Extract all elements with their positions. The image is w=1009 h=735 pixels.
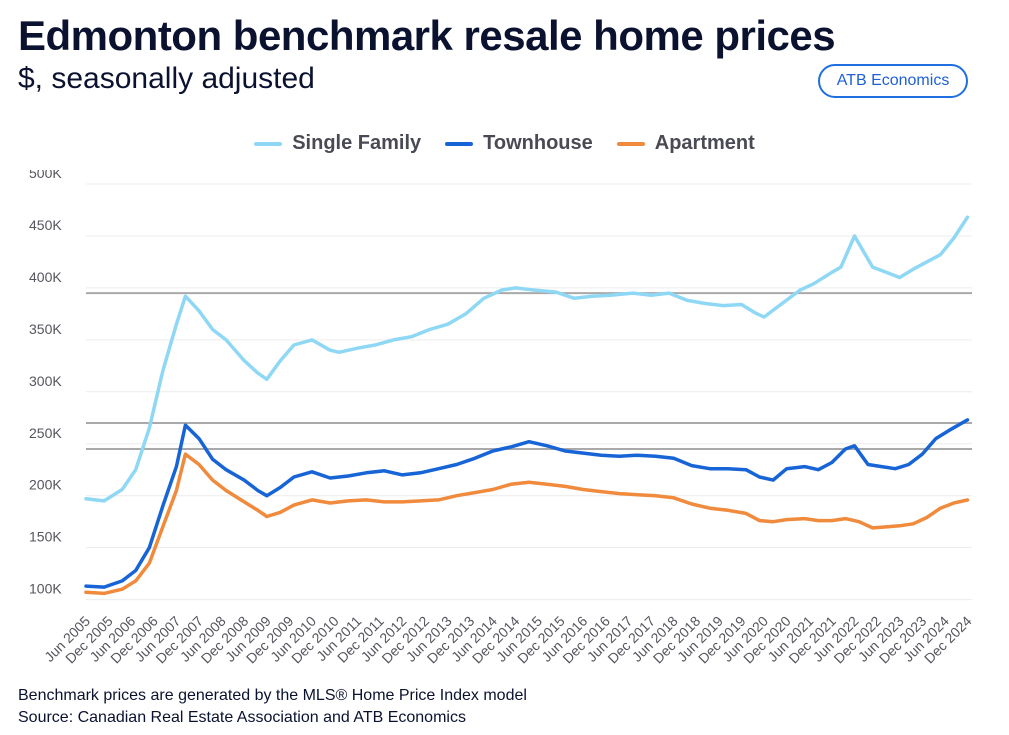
footnote-source: Source: Canadian Real Estate Association… bbox=[18, 709, 466, 726]
legend-swatch-apartment bbox=[616, 141, 645, 146]
y-tick-label: 100K bbox=[29, 581, 62, 597]
legend-item-townhouse: Townhouse bbox=[445, 132, 593, 155]
y-tick-label: 350K bbox=[29, 321, 62, 337]
legend-label-single-family: Single Family bbox=[292, 132, 422, 154]
legend-swatch-single-family bbox=[254, 141, 283, 146]
townhouse-line bbox=[84, 418, 970, 589]
reference-lines-layer bbox=[86, 292, 972, 450]
y-tick-label: 200K bbox=[29, 477, 62, 493]
chart-subtitle: $, seasonally adjusted bbox=[18, 62, 315, 95]
y-tick-label: 450K bbox=[29, 217, 62, 233]
atb-economics-badge: ATB Economics bbox=[818, 64, 968, 98]
series-layer bbox=[84, 215, 970, 596]
footnote-method: Benchmark prices are generated by the ML… bbox=[18, 687, 527, 704]
y-tick-label: 150K bbox=[29, 529, 62, 545]
y-tick-label: 400K bbox=[29, 269, 62, 285]
legend-swatch-townhouse bbox=[445, 141, 474, 146]
legend-label-apartment: Apartment bbox=[654, 132, 755, 154]
grid-layer bbox=[86, 183, 972, 601]
y-tick-label: 250K bbox=[29, 425, 62, 441]
single-family-line bbox=[84, 215, 970, 503]
legend-label-townhouse: Townhouse bbox=[483, 132, 593, 154]
chart-title: Edmonton benchmark resale home prices bbox=[18, 12, 836, 59]
y-tick-label: 300K bbox=[29, 373, 62, 389]
chart-legend: Single Family Townhouse Apartment bbox=[0, 132, 1009, 155]
line-chart: 100K 150K 200K 250K 300K 350K 400K 450K 500K Jun… bbox=[29, 170, 975, 667]
legend-item-single-family: Single Family bbox=[254, 132, 421, 155]
y-axis-labels: 100K 150K 200K 250K 300K 350K 400K 450K 500K bbox=[29, 170, 62, 597]
apartment-line bbox=[84, 452, 970, 596]
y-tick-label: 500K bbox=[29, 170, 62, 181]
legend-item-apartment: Apartment bbox=[616, 132, 755, 155]
